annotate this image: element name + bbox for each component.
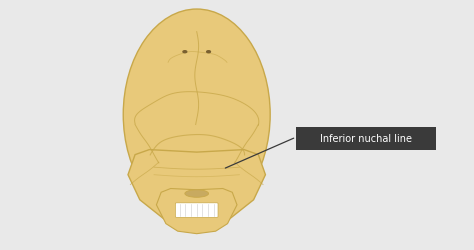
FancyBboxPatch shape: [175, 203, 218, 218]
Polygon shape: [156, 189, 237, 234]
Polygon shape: [128, 150, 265, 225]
Text: Inferior nuchal line: Inferior nuchal line: [320, 134, 412, 144]
FancyBboxPatch shape: [296, 128, 436, 150]
Circle shape: [183, 52, 187, 54]
Ellipse shape: [123, 10, 270, 220]
Circle shape: [207, 52, 210, 54]
Ellipse shape: [185, 190, 209, 198]
